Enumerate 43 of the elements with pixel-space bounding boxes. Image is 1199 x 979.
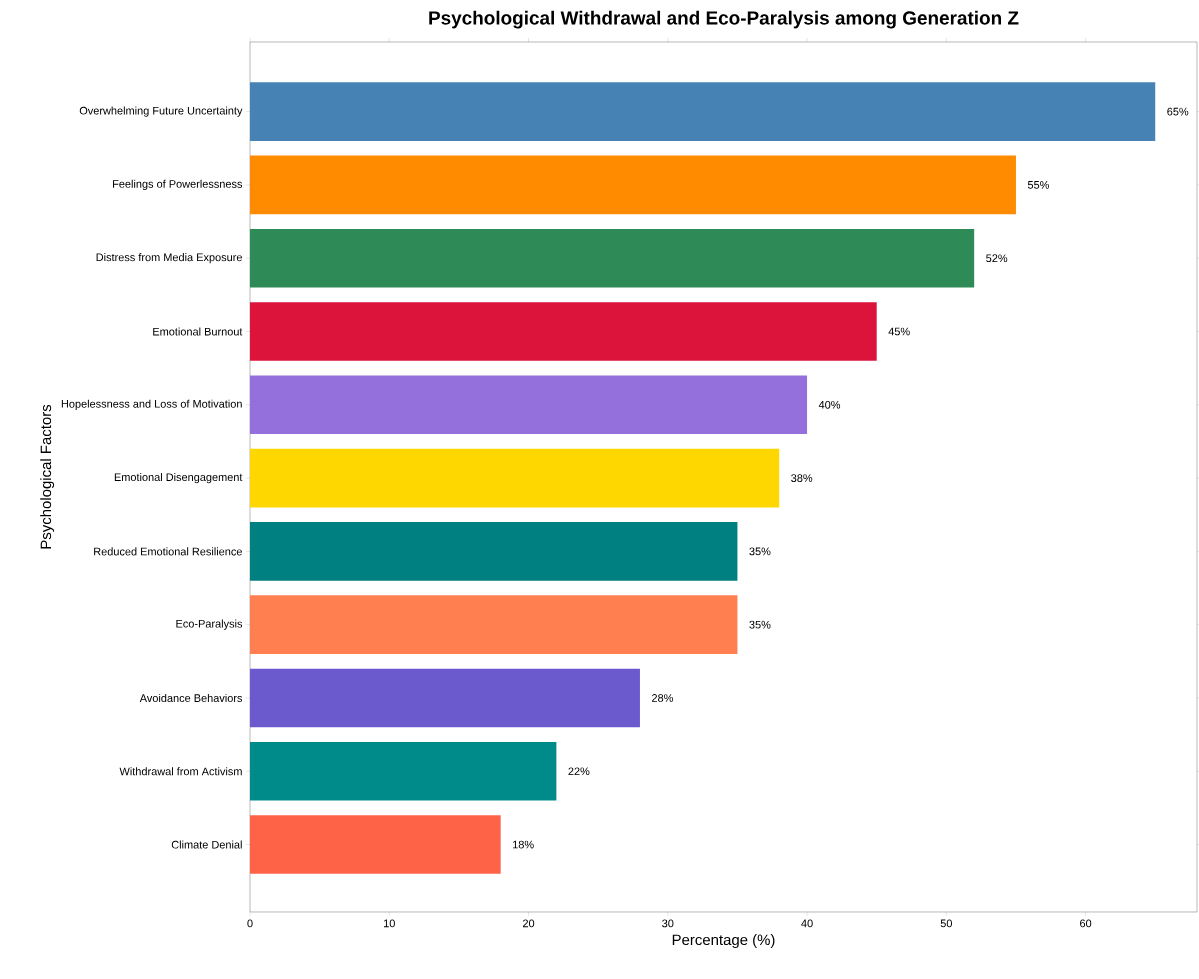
bar — [250, 668, 640, 728]
y-tick-label: Distress from Media Exposure — [96, 253, 242, 264]
data-label: 55% — [1027, 181, 1050, 189]
data-label: 22% — [568, 767, 590, 776]
x-tick-label: 10 — [384, 919, 395, 928]
y-tick-label: Overwhelming Future Uncertainty — [79, 106, 243, 117]
data-label: 35% — [749, 620, 771, 629]
data-label: 45% — [888, 327, 910, 336]
data-label: 40% — [818, 400, 841, 409]
y-tick-label: Withdrawal from Activism — [119, 767, 242, 776]
bar — [250, 448, 780, 508]
y-tick-label: Emotional Burnout — [153, 327, 243, 336]
data-label: 28% — [652, 694, 673, 702]
y-tick-label: Hopelessness and Loss of Motivation — [61, 399, 242, 410]
bar — [250, 741, 557, 801]
chart-title: Psychological Withdrawal and Eco-Paralysis among Generation Z — [429, 10, 1019, 29]
x-tick-label: 50 — [940, 919, 952, 928]
x-tick-label: 30 — [662, 919, 674, 928]
y-tick-label: Feelings of Powerlessness — [113, 179, 243, 190]
x-axis-title: Percentage (%) — [672, 934, 775, 949]
y-tick-label: Reduced Emotional Resilience — [94, 547, 242, 556]
bar — [250, 522, 738, 581]
x-tick-label: 60 — [1080, 919, 1092, 928]
data-label: 38% — [791, 474, 813, 482]
bar — [250, 815, 501, 874]
bar — [250, 228, 975, 288]
data-label: 18% — [513, 840, 534, 849]
bar — [250, 82, 1156, 141]
x-tick-label: 40 — [801, 919, 813, 928]
y-tick-label: Climate Denial — [171, 840, 242, 849]
y-tick-label: Emotional Disengagement — [114, 472, 243, 484]
data-label: 65% — [1167, 107, 1189, 116]
y-tick-label: Eco-Paralysis — [176, 619, 243, 630]
y-tick-label: Avoidance Behaviors — [139, 693, 243, 702]
data-label: 52% — [986, 254, 1008, 263]
data-label: 35% — [749, 547, 771, 556]
x-tick-label: 0 — [247, 919, 253, 928]
bar — [250, 155, 1016, 215]
bar — [250, 375, 808, 435]
x-tick-label: 20 — [522, 919, 535, 928]
y-axis-title: Psychological Factors — [40, 404, 55, 549]
bar — [250, 302, 877, 361]
bar — [250, 595, 738, 654]
